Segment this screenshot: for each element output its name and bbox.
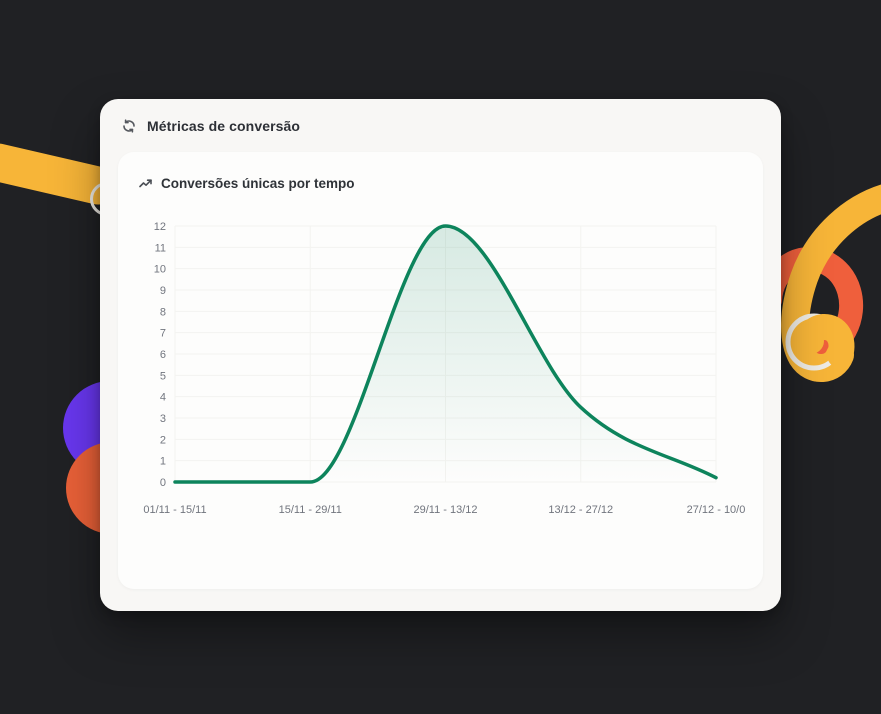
decorative-yellow-hook xyxy=(797,314,855,368)
x-axis-tick-label: 27/12 - 10/0 xyxy=(687,504,746,516)
x-axis-tick-label: 13/12 - 27/12 xyxy=(548,504,613,516)
y-axis-tick-label: 6 xyxy=(160,349,166,361)
series-line xyxy=(173,224,718,484)
chart-card-header: Conversões únicas por tempo xyxy=(139,176,355,191)
y-axis-tick-label: 10 xyxy=(154,264,166,276)
y-axis-tick-label: 11 xyxy=(155,242,166,254)
y-axis-tick-label: 8 xyxy=(160,306,166,318)
chart-card: Conversões únicas por tempo 0 1 2 3 4 5 6 7 8 9 10… xyxy=(118,152,763,589)
chart-title: Conversões únicas por tempo xyxy=(161,176,355,191)
y-axis-tick-label: 7 xyxy=(160,328,166,340)
conversions-area-chart[interactable]: 0 1 2 3 4 5 6 7 8 9 10 11 12 01/11 - 15/11 15/11 - 29/… xyxy=(118,152,763,552)
y-axis-tick-label: 2 xyxy=(160,434,166,446)
y-axis-tick-label: 5 xyxy=(160,370,166,382)
y-axis-tick-label: 9 xyxy=(160,285,166,297)
x-axis-tick-label: 01/11 - 15/11 xyxy=(143,504,206,516)
trend-up-icon xyxy=(139,177,152,190)
x-axis-tick-label: 15/11 - 29/11 xyxy=(279,504,342,516)
y-axis-tick-label: 4 xyxy=(160,392,166,404)
y-axis-tick-label: 1 xyxy=(160,456,166,468)
decorative-swirl-right xyxy=(758,184,881,382)
y-axis-tick-label: 0 xyxy=(160,477,166,489)
metrics-card-header: Métricas de conversão xyxy=(100,99,781,134)
x-axis-tick-label: 29/11 - 13/12 xyxy=(413,504,477,516)
y-axis-tick-label: 12 xyxy=(154,221,166,233)
refresh-icon[interactable] xyxy=(122,119,136,133)
metrics-card: Métricas de conversão Conversões únicas … xyxy=(100,99,781,611)
metrics-card-title: Métricas de conversão xyxy=(147,118,301,134)
series-area-fill xyxy=(175,226,716,482)
y-axis-tick-label: 3 xyxy=(160,413,166,425)
